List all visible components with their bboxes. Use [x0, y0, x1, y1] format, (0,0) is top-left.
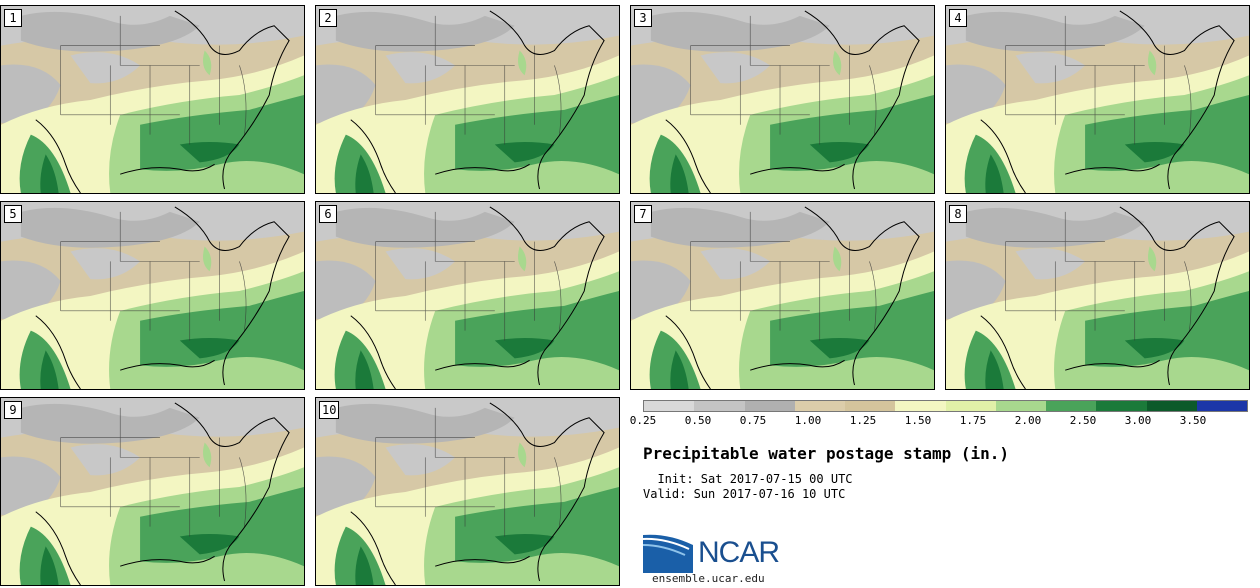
- website-url[interactable]: ensemble.ucar.edu: [652, 572, 765, 585]
- precipitable-water-map: [946, 6, 1249, 193]
- panel-number: 1: [4, 9, 22, 27]
- panel-number: 8: [949, 205, 967, 223]
- panel-number: 7: [634, 205, 652, 223]
- precipitable-water-map: [316, 202, 619, 389]
- scale-tick-label: 3.50: [1179, 414, 1207, 427]
- precipitable-water-map: [1, 6, 304, 193]
- scale-color-segment: [995, 401, 1046, 411]
- scale-tick-label: 0.50: [684, 414, 712, 427]
- scale-color-segment: [1146, 401, 1197, 411]
- ncar-logo-icon: [643, 534, 693, 573]
- color-scale-bar: [643, 400, 1248, 412]
- scale-color-segment: [794, 401, 845, 411]
- precipitable-water-map: [316, 6, 619, 193]
- panel-number: 4: [949, 9, 967, 27]
- init-time: Init: Sat 2017-07-15 00 UTC: [643, 472, 853, 486]
- panel-number: 6: [319, 205, 337, 223]
- scale-tick-label: 3.00: [1124, 414, 1152, 427]
- scale-color-segment: [644, 401, 695, 411]
- scale-color-segment: [1196, 401, 1247, 411]
- scale-color-segment: [895, 401, 946, 411]
- precipitable-water-map: [946, 202, 1249, 389]
- scale-tick-label: 2.00: [1014, 414, 1042, 427]
- color-scale-labels: 0.25 0.50 0.75 1.00 1.25 1.50 1.75 2.00 …: [630, 414, 1260, 430]
- scale-tick-label: 0.25: [629, 414, 657, 427]
- map-title: Precipitable water postage stamp (in.): [643, 444, 1010, 463]
- precipitable-water-map: [631, 202, 934, 389]
- ensemble-member-panel[interactable]: 2: [315, 5, 620, 194]
- scale-color-segment: [1096, 401, 1147, 411]
- valid-time: Valid: Sun 2017-07-16 10 UTC: [643, 487, 846, 501]
- scale-color-segment: [694, 401, 745, 411]
- panel-number: 5: [4, 205, 22, 223]
- ensemble-member-panel[interactable]: 3: [630, 5, 935, 194]
- scale-tick-label: 1.00: [794, 414, 822, 427]
- scale-tick-label: 1.75: [959, 414, 987, 427]
- panel-number: 9: [4, 401, 22, 419]
- scale-color-segment: [744, 401, 795, 411]
- ensemble-member-panel[interactable]: 9: [0, 397, 305, 586]
- precipitable-water-map: [1, 202, 304, 389]
- scale-tick-label: 2.50: [1069, 414, 1097, 427]
- panel-number: 2: [319, 9, 337, 27]
- ensemble-member-panel[interactable]: 1: [0, 5, 305, 194]
- ensemble-member-panel[interactable]: 8: [945, 201, 1250, 390]
- ensemble-member-panel[interactable]: 7: [630, 201, 935, 390]
- ensemble-member-panel[interactable]: 10: [315, 397, 620, 586]
- ensemble-member-panel[interactable]: 4: [945, 5, 1250, 194]
- precipitable-water-map: [631, 6, 934, 193]
- panel-number: 10: [319, 401, 340, 419]
- logo-text: NCAR: [698, 536, 780, 569]
- ensemble-member-panel[interactable]: 6: [315, 201, 620, 390]
- precipitable-water-map: [1, 398, 304, 585]
- scale-color-segment: [1046, 401, 1097, 411]
- scale-color-segment: [945, 401, 996, 411]
- ensemble-member-panel[interactable]: 5: [0, 201, 305, 390]
- scale-color-segment: [845, 401, 896, 411]
- scale-tick-label: 0.75: [739, 414, 767, 427]
- precipitable-water-map: [316, 398, 619, 585]
- scale-tick-label: 1.25: [849, 414, 877, 427]
- scale-tick-label: 1.50: [904, 414, 932, 427]
- panel-number: 3: [634, 9, 652, 27]
